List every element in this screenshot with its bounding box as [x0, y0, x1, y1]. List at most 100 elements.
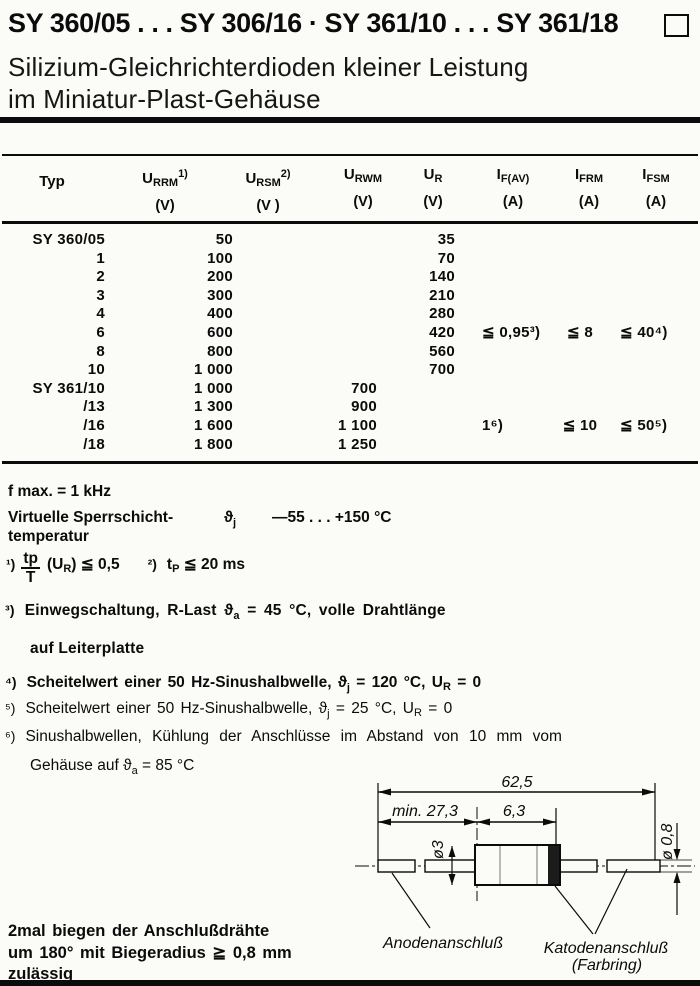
subtitle-line2: im Miniatur-Plast-Gehäuse — [8, 84, 321, 114]
cell — [235, 343, 380, 362]
cell: 6 — [96, 323, 105, 341]
cell — [555, 436, 605, 455]
cathode-ring-band — [548, 846, 559, 884]
cell: 200 — [207, 268, 233, 286]
footnote-marker-5: ⁵) — [5, 700, 16, 716]
theta-sub: a — [233, 610, 240, 622]
cell — [605, 250, 700, 269]
col-header-sub: RWM — [354, 173, 383, 185]
cell: 300 — [207, 286, 233, 304]
theta-sub: j — [327, 708, 330, 720]
col-header-ur: UR (V) — [383, 166, 483, 211]
cathode-label: Katodenanschluß — [544, 940, 669, 957]
cell — [235, 305, 380, 324]
footnote-marker-6: ⁶) — [5, 728, 16, 744]
cell — [235, 361, 380, 380]
theta-sub: j — [233, 517, 237, 529]
cell — [605, 231, 700, 250]
cell — [555, 380, 605, 399]
arrowhead — [477, 818, 490, 826]
leader-anode — [391, 872, 431, 929]
col-header-sub: FRM — [579, 173, 603, 185]
arrowhead — [378, 788, 391, 796]
col-header-ifrm: IFRM (A) — [539, 166, 639, 211]
cell: 400 — [207, 305, 233, 323]
theta-glyph: ϑ — [224, 509, 234, 526]
corner-checkbox — [664, 14, 689, 37]
cell: ≦ 0,95³) — [482, 323, 541, 341]
table-row: 2 200 140 — [0, 268, 700, 287]
footnote-1-2: ¹) tp T (UR) ≦ 0,5 ²) tP ≦ 20 ms — [6, 551, 245, 586]
arrowhead — [642, 788, 655, 796]
leader-cathode — [554, 885, 594, 935]
col-header-unit: (V) — [423, 194, 443, 210]
ur-subscript: R — [442, 681, 451, 693]
cell: /16 — [83, 416, 105, 434]
cell: ≦ 8 — [567, 323, 593, 341]
lead-right-inner — [559, 859, 598, 873]
lead-left-outer — [377, 859, 416, 873]
cell — [605, 287, 700, 306]
footnote-5-text: Scheitelwert einer 50 Hz-Sinushalbwelle, — [25, 700, 319, 717]
arrowhead — [378, 818, 391, 826]
col-header-sub: FSM — [646, 173, 670, 185]
col-header-sub: RRM — [153, 177, 179, 189]
col-header-sub: F(AV) — [500, 173, 530, 185]
col-header-label: U — [343, 166, 355, 183]
cell: ≦ 40⁴) — [620, 323, 668, 341]
table-row: SY 361/10 1 000 700 — [0, 380, 700, 399]
junction-temp-range: —55 . . . +150 °C — [272, 509, 392, 526]
dim-lead-label: min. 27,3 — [392, 803, 458, 820]
cell: 280 — [429, 305, 455, 323]
cell: 1 — [96, 249, 105, 267]
theta-sub: j — [346, 682, 350, 694]
table-row: 3 300 210 — [0, 287, 700, 306]
cell: 2 — [96, 268, 105, 286]
cell: 1 300 — [193, 398, 233, 416]
cell — [380, 417, 457, 436]
cell — [605, 268, 700, 287]
table-row: 10 1 000 700 — [0, 361, 700, 380]
cell — [555, 305, 605, 324]
junction-temp-label: Virtuelle Sperrschicht- — [8, 509, 174, 526]
col-header-ursm: URSM2) (V ) — [218, 166, 318, 215]
col-header-label: I — [496, 166, 501, 183]
cell: /13 — [83, 398, 105, 416]
cell: 1⁶) — [482, 416, 504, 434]
footnote-6: ⁶) Sinushalbwellen, Kühlung der Anschlüss… — [5, 728, 562, 746]
table-row: /18 1 800 1 250 — [0, 436, 700, 455]
table-row: SY 360/05 50 35 — [0, 231, 700, 250]
footnote-6-cond: = 85 °C — [137, 757, 195, 774]
col-header-unit: (A) — [645, 194, 667, 210]
table-row: /16 1 600 1 100 1⁶) ≦ 10 ≦ 50⁵) — [0, 417, 700, 436]
cell: /18 — [83, 435, 105, 453]
footnote-marker-3: ³) — [5, 602, 15, 618]
f-max-line: f max. = 1 kHz — [8, 483, 111, 500]
cell: 900 — [351, 398, 377, 416]
cell — [457, 250, 555, 269]
col-header-urrm: URRM1) (V) — [115, 166, 215, 215]
cell — [235, 250, 380, 269]
tp-subscript: P — [172, 563, 180, 575]
col-header-sub: R — [434, 173, 443, 185]
footnote-1-cond: ) ≦ 0,5 — [71, 556, 120, 573]
footnote-3-cond: = 45 °C, volle Drahtlänge — [239, 602, 446, 619]
cell — [235, 324, 380, 343]
cell: 420 — [429, 323, 455, 341]
dim-overall-label: 62,5 — [501, 774, 532, 791]
footnote-2-text: t — [166, 556, 173, 573]
cell: ≦ 50⁵) — [620, 416, 668, 434]
cell: 800 — [207, 342, 233, 360]
cell: 35 — [437, 231, 455, 248]
bend-note: 2mal biegen der Anschlußdrähte um 180° m… — [8, 921, 292, 986]
col-header-label: I — [575, 166, 580, 183]
cell: SY 360/05 — [32, 231, 105, 248]
cell — [605, 343, 700, 362]
cell: ≦ 10 — [562, 416, 598, 434]
cell: 600 — [207, 323, 233, 341]
col-header-unit: (V) — [353, 194, 373, 210]
cell — [457, 287, 555, 306]
cell: 1 600 — [193, 416, 233, 434]
footnote-6-text: Sinushalbwellen, Kühlung der Anschlüsse … — [25, 728, 562, 745]
